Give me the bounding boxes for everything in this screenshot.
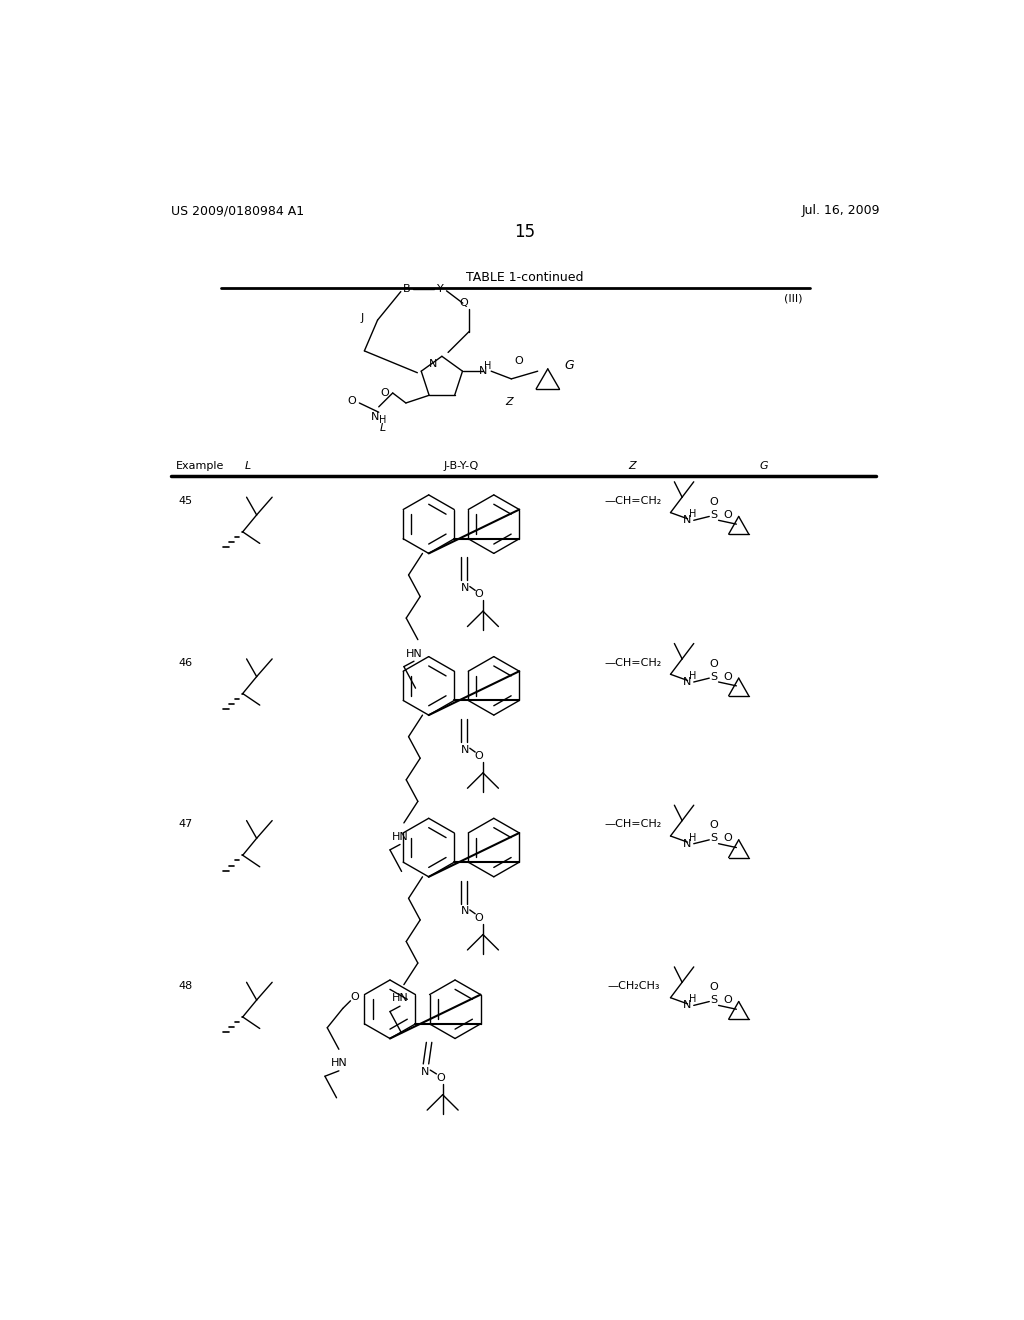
Text: O: O <box>724 672 732 681</box>
Text: B: B <box>403 284 411 294</box>
Text: N: N <box>683 515 692 525</box>
Text: —CH₂CH₃: —CH₂CH₃ <box>607 981 659 991</box>
Text: S: S <box>711 510 718 520</box>
Text: O: O <box>436 1073 444 1082</box>
Text: O: O <box>724 510 732 520</box>
Text: L: L <box>380 422 386 433</box>
Text: N: N <box>683 677 692 686</box>
Text: Z: Z <box>628 462 636 471</box>
Text: O: O <box>710 820 718 830</box>
Text: N: N <box>461 744 469 755</box>
Text: L: L <box>245 462 251 471</box>
Text: O: O <box>710 496 718 507</box>
Text: HN: HN <box>331 1059 347 1068</box>
Text: N: N <box>683 1001 692 1010</box>
Text: N: N <box>479 366 487 376</box>
Text: O: O <box>515 356 523 366</box>
Text: N: N <box>428 359 437 370</box>
Text: O: O <box>710 982 718 991</box>
Text: G: G <box>564 359 574 372</box>
Text: —CH=CH₂: —CH=CH₂ <box>605 820 662 829</box>
Text: O: O <box>381 388 389 399</box>
Text: O: O <box>724 995 732 1005</box>
Text: O: O <box>710 659 718 668</box>
Text: S: S <box>711 833 718 843</box>
Text: (III): (III) <box>783 293 802 304</box>
Text: HN: HN <box>391 994 409 1003</box>
Text: HN: HN <box>391 832 409 842</box>
Text: 46: 46 <box>178 657 193 668</box>
Text: Q: Q <box>459 298 468 308</box>
Text: J-B-Y-Q: J-B-Y-Q <box>443 462 479 471</box>
Text: O: O <box>475 751 483 760</box>
Text: O: O <box>475 912 483 923</box>
Text: HN: HN <box>406 648 422 659</box>
Text: H: H <box>379 414 386 425</box>
Text: —CH=CH₂: —CH=CH₂ <box>605 496 662 506</box>
Text: S: S <box>711 995 718 1005</box>
Text: H: H <box>688 833 696 842</box>
Text: Example: Example <box>176 462 224 471</box>
Text: O: O <box>347 396 356 405</box>
Text: H: H <box>688 671 696 681</box>
Text: S: S <box>711 672 718 681</box>
Text: 15: 15 <box>514 223 536 240</box>
Text: 48: 48 <box>178 981 193 991</box>
Text: H: H <box>688 510 696 519</box>
Text: 45: 45 <box>178 496 193 506</box>
Text: N: N <box>461 583 469 593</box>
Text: US 2009/0180984 A1: US 2009/0180984 A1 <box>171 205 304 218</box>
Text: O: O <box>724 833 732 843</box>
Text: N: N <box>461 907 469 916</box>
Text: H: H <box>483 360 490 371</box>
Text: Z: Z <box>505 397 513 407</box>
Text: TABLE 1-continued: TABLE 1-continued <box>466 271 584 284</box>
Text: Y: Y <box>437 284 443 294</box>
Text: O: O <box>475 589 483 599</box>
Text: N: N <box>683 838 692 849</box>
Text: O: O <box>351 991 359 1002</box>
Text: Jul. 16, 2009: Jul. 16, 2009 <box>801 205 880 218</box>
Text: N: N <box>371 412 379 422</box>
Text: J: J <box>360 313 364 323</box>
Text: —CH=CH₂: —CH=CH₂ <box>605 657 662 668</box>
Text: N: N <box>421 1067 429 1077</box>
Text: G: G <box>759 462 768 471</box>
Text: H: H <box>688 994 696 1005</box>
Text: 47: 47 <box>178 820 193 829</box>
